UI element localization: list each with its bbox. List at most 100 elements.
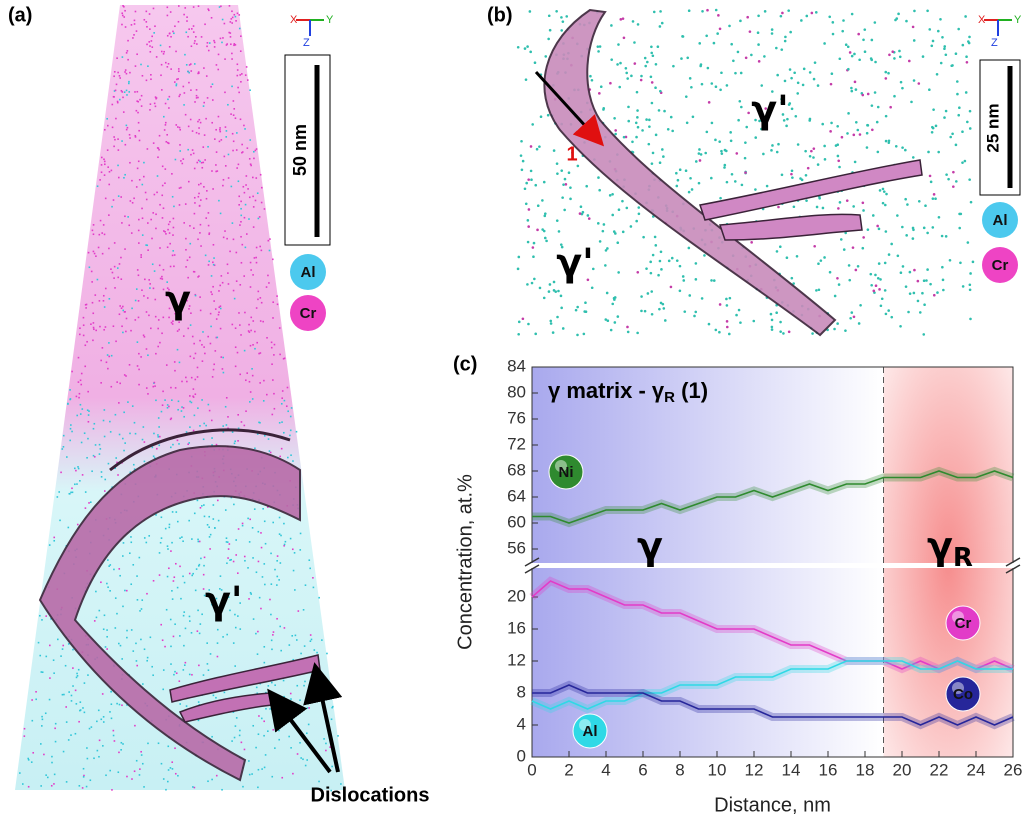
atom bbox=[719, 88, 722, 92]
atom bbox=[138, 178, 141, 181]
atom bbox=[108, 565, 110, 567]
atom bbox=[533, 61, 537, 64]
atom bbox=[234, 626, 237, 629]
atom bbox=[218, 290, 220, 292]
atom bbox=[233, 503, 235, 506]
atom bbox=[162, 390, 164, 393]
atom bbox=[199, 506, 202, 509]
atom bbox=[102, 628, 105, 631]
atom bbox=[757, 60, 761, 63]
atom bbox=[844, 43, 848, 47]
atom bbox=[103, 174, 106, 176]
atom bbox=[134, 91, 136, 93]
atom bbox=[151, 35, 153, 38]
atom bbox=[248, 196, 251, 199]
atom bbox=[256, 692, 259, 695]
atom bbox=[559, 243, 563, 246]
atom bbox=[836, 276, 839, 280]
atom bbox=[109, 590, 111, 592]
atom bbox=[845, 199, 849, 202]
atom bbox=[150, 218, 152, 221]
atom bbox=[838, 201, 842, 204]
atom bbox=[952, 170, 955, 174]
atom bbox=[917, 199, 921, 203]
atom bbox=[217, 519, 220, 522]
atom bbox=[45, 615, 47, 617]
atom bbox=[268, 450, 271, 452]
atom bbox=[912, 79, 916, 82]
atom bbox=[961, 43, 965, 47]
atom bbox=[253, 508, 256, 510]
atom bbox=[119, 77, 122, 79]
atom bbox=[93, 455, 96, 458]
atom bbox=[120, 749, 122, 751]
atom bbox=[220, 275, 223, 277]
atom bbox=[103, 160, 106, 163]
atom bbox=[931, 197, 935, 200]
line bbox=[532, 684, 1014, 726]
atom bbox=[122, 555, 124, 557]
atom bbox=[599, 85, 603, 89]
atom bbox=[890, 315, 894, 319]
atom bbox=[102, 300, 105, 302]
atom bbox=[96, 185, 99, 188]
atom bbox=[126, 775, 128, 778]
line bbox=[531, 660, 1013, 710]
atom bbox=[119, 382, 121, 385]
atom bbox=[267, 506, 269, 508]
atom bbox=[763, 10, 767, 13]
atom bbox=[650, 162, 654, 165]
atom bbox=[260, 607, 262, 610]
atom bbox=[234, 346, 237, 349]
atom bbox=[117, 71, 119, 74]
atom bbox=[183, 581, 186, 584]
atom bbox=[138, 129, 140, 132]
atom bbox=[77, 356, 80, 359]
atom bbox=[161, 165, 164, 168]
atom bbox=[582, 332, 586, 336]
atom bbox=[76, 523, 79, 526]
atom bbox=[850, 311, 854, 314]
atom bbox=[969, 317, 972, 321]
atom bbox=[161, 217, 164, 219]
atom bbox=[208, 409, 211, 412]
atom bbox=[661, 148, 664, 151]
atom bbox=[216, 170, 219, 172]
atom bbox=[254, 330, 256, 333]
atom bbox=[78, 720, 80, 723]
atom bbox=[720, 152, 724, 155]
atom bbox=[62, 434, 65, 437]
atom bbox=[213, 39, 215, 42]
atom bbox=[720, 149, 723, 153]
atom bbox=[833, 294, 837, 298]
atom bbox=[221, 368, 224, 370]
atom bbox=[290, 698, 292, 700]
atom bbox=[928, 174, 932, 178]
atom bbox=[714, 138, 717, 142]
atom bbox=[219, 327, 222, 330]
atom bbox=[146, 244, 149, 247]
atom bbox=[243, 349, 246, 352]
atom bbox=[107, 166, 109, 168]
atom bbox=[249, 286, 252, 288]
atom bbox=[197, 96, 199, 99]
atom bbox=[801, 83, 805, 87]
atom bbox=[145, 198, 148, 201]
atom bbox=[875, 120, 879, 124]
atom bbox=[308, 559, 311, 562]
atom bbox=[660, 268, 663, 271]
atom bbox=[113, 75, 115, 78]
atom bbox=[70, 734, 72, 736]
atom bbox=[884, 77, 888, 80]
atom bbox=[162, 207, 165, 210]
atom bbox=[793, 71, 796, 75]
atom bbox=[760, 127, 763, 131]
atom bbox=[178, 443, 180, 445]
atom bbox=[166, 6, 169, 9]
atom bbox=[100, 471, 103, 473]
atom bbox=[308, 707, 310, 709]
atom bbox=[72, 685, 74, 687]
atom bbox=[263, 520, 266, 523]
atom bbox=[196, 161, 199, 164]
atom bbox=[535, 147, 539, 151]
